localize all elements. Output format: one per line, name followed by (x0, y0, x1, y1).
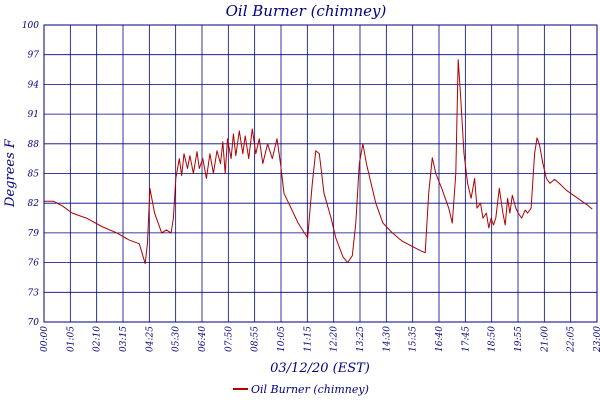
y-tick-label: 76 (28, 259, 40, 269)
x-tick-label: 16:40 (435, 326, 445, 352)
y-tick-label: 70 (28, 318, 40, 328)
x-tick-label: 00:00 (40, 326, 50, 352)
legend: Oil Burner (chimney) (233, 383, 369, 396)
plot-border (43, 24, 598, 323)
y-tick-label: 91 (28, 110, 39, 120)
x-tick-label: 06:40 (198, 326, 208, 352)
y-tick-label: 79 (28, 229, 40, 239)
x-tick-label: 05:30 (172, 326, 182, 352)
x-tick-label: 10:05 (277, 326, 287, 352)
y-tick-label: 85 (28, 170, 40, 180)
y-tick-labels: 100 97 94 91 88 85 82 79 76 73 70 (22, 21, 39, 328)
x-tick-label: 15:35 (409, 326, 419, 352)
chart-title: Oil Burner (chimney) (226, 2, 387, 20)
x-tick-label: 17:45 (461, 326, 471, 352)
x-axis-label: 03/12/20 (EST) (270, 361, 370, 376)
grid (44, 25, 597, 322)
x-tick-label: 11:15 (303, 326, 313, 352)
x-tick-label: 08:55 (251, 326, 261, 352)
x-tick-label: 23:00 (593, 326, 600, 353)
series-layer (44, 59, 593, 265)
y-tick-label: 100 (22, 21, 39, 31)
y-tick-label: 82 (28, 199, 40, 209)
y-tick-label: 94 (28, 80, 40, 90)
y-tick-label: 97 (28, 51, 40, 61)
x-tick-label: 02:10 (93, 326, 103, 352)
x-tick-label: 21:00 (540, 326, 550, 353)
x-tick-label: 13:25 (356, 326, 366, 352)
x-tick-label: 14:30 (382, 326, 392, 352)
x-tick-label: 19:55 (514, 326, 524, 352)
x-tick-label: 01:05 (66, 326, 76, 352)
x-tick-label: 04:25 (145, 326, 155, 352)
y-tick-label: 88 (28, 140, 40, 150)
y-axis-label: Degrees F (3, 138, 18, 208)
y-tick-label: 73 (28, 288, 40, 298)
x-tick-label: 12:20 (330, 326, 340, 352)
x-tick-label: 07:50 (224, 326, 234, 352)
x-tick-label: 22:05 (567, 326, 577, 353)
x-tick-label: 03:15 (119, 326, 129, 352)
series-line (44, 59, 593, 265)
legend-label: Oil Burner (chimney) (251, 383, 369, 396)
x-tick-labels: 00:00 01:05 02:10 03:15 04:25 05:30 06:40 07:50… (40, 326, 600, 353)
x-tick-label: 18:50 (488, 326, 498, 352)
